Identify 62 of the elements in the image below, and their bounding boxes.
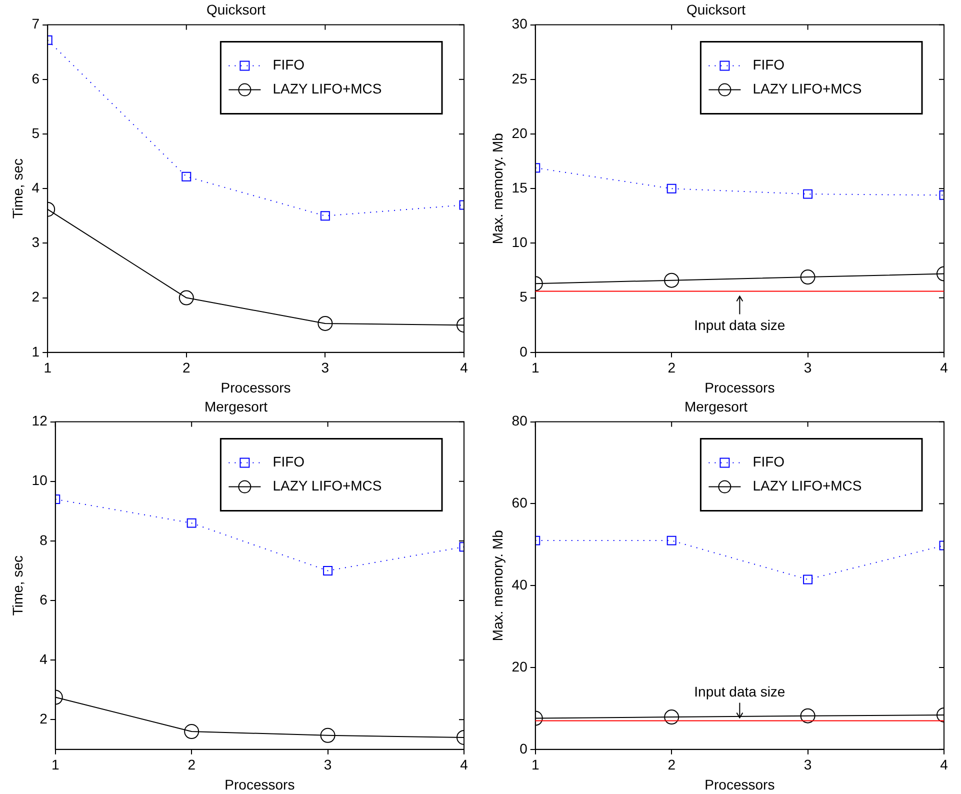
x-tick-label: 4 (940, 756, 948, 773)
y-tick-label: 15 (512, 179, 528, 196)
legend-label: LAZY LIFO+MCS (272, 478, 382, 494)
x-tick-label: 1 (531, 360, 540, 376)
y-tick-label: 20 (512, 658, 528, 674)
y-tick-label: 10 (32, 472, 48, 488)
x-axis-title: Processors (220, 379, 291, 396)
x-tick-label: 3 (804, 756, 812, 773)
x-tick-label: 3 (321, 360, 330, 376)
chart-title: Quicksort (686, 1, 746, 18)
y-tick-label: 7 (32, 16, 40, 32)
x-axis-title: Processors (704, 776, 775, 792)
ref-line-label: Input data size (694, 317, 786, 334)
y-tick-label: 6 (32, 70, 40, 86)
y-tick-label: 1 (32, 343, 40, 360)
legend-label: FIFO (272, 56, 305, 73)
y-tick-label: 80 (512, 412, 528, 429)
x-tick-label: 2 (182, 360, 190, 376)
y-tick-label: 2 (40, 710, 48, 726)
chart-title: Quicksort (206, 1, 266, 18)
y-tick-label: 0 (520, 740, 528, 756)
y-tick-label: 4 (40, 650, 48, 667)
x-tick-label: 2 (668, 360, 676, 376)
legend-label: LAZY LIFO+MCS (272, 80, 382, 97)
y-tick-label: 12 (32, 412, 48, 429)
x-tick-label: 2 (188, 756, 196, 773)
x-tick-label: 4 (940, 360, 948, 376)
y-axis-title: Time, sec (9, 556, 26, 616)
y-tick-label: 10 (512, 234, 528, 250)
x-tick-label: 1 (51, 756, 60, 773)
y-tick-label: 60 (512, 494, 528, 511)
y-tick-label: 20 (512, 124, 528, 141)
y-tick-label: 5 (520, 288, 528, 305)
y-tick-label: 3 (32, 234, 40, 250)
y-tick-label: 4 (32, 179, 40, 196)
x-tick-label: 4 (460, 360, 468, 376)
x-tick-label: 3 (324, 756, 332, 773)
y-tick-label: 2 (32, 288, 40, 305)
y-axis-title: Time, sec (9, 158, 26, 219)
y-tick-label: 30 (512, 16, 528, 32)
x-tick-label: 2 (668, 756, 676, 773)
y-tick-label: 0 (520, 343, 528, 360)
x-tick-label: 1 (531, 756, 540, 773)
ref-line-label: Input data size (694, 684, 786, 700)
x-tick-label: 3 (804, 360, 812, 376)
legend-label: LAZY LIFO+MCS (752, 478, 862, 494)
legend-label: FIFO (272, 454, 305, 470)
y-tick-label: 25 (512, 70, 528, 86)
x-tick-label: 4 (460, 756, 468, 773)
y-tick-label: 40 (512, 576, 528, 592)
y-axis-title: Max. memory. Mb (489, 132, 506, 244)
x-axis-title: Processors (704, 379, 775, 396)
legend-label: LAZY LIFO+MCS (752, 80, 862, 97)
chart-title: Mergesort (684, 398, 748, 414)
legend-label: FIFO (752, 454, 785, 470)
x-axis-title: Processors (224, 776, 295, 792)
legend-label: FIFO (752, 56, 785, 73)
y-tick-label: 6 (40, 591, 48, 608)
y-tick-label: 5 (32, 124, 40, 141)
y-axis-title: Max. memory. Mb (489, 530, 506, 642)
y-tick-label: 8 (40, 532, 48, 548)
chart-title: Mergesort (204, 398, 268, 414)
